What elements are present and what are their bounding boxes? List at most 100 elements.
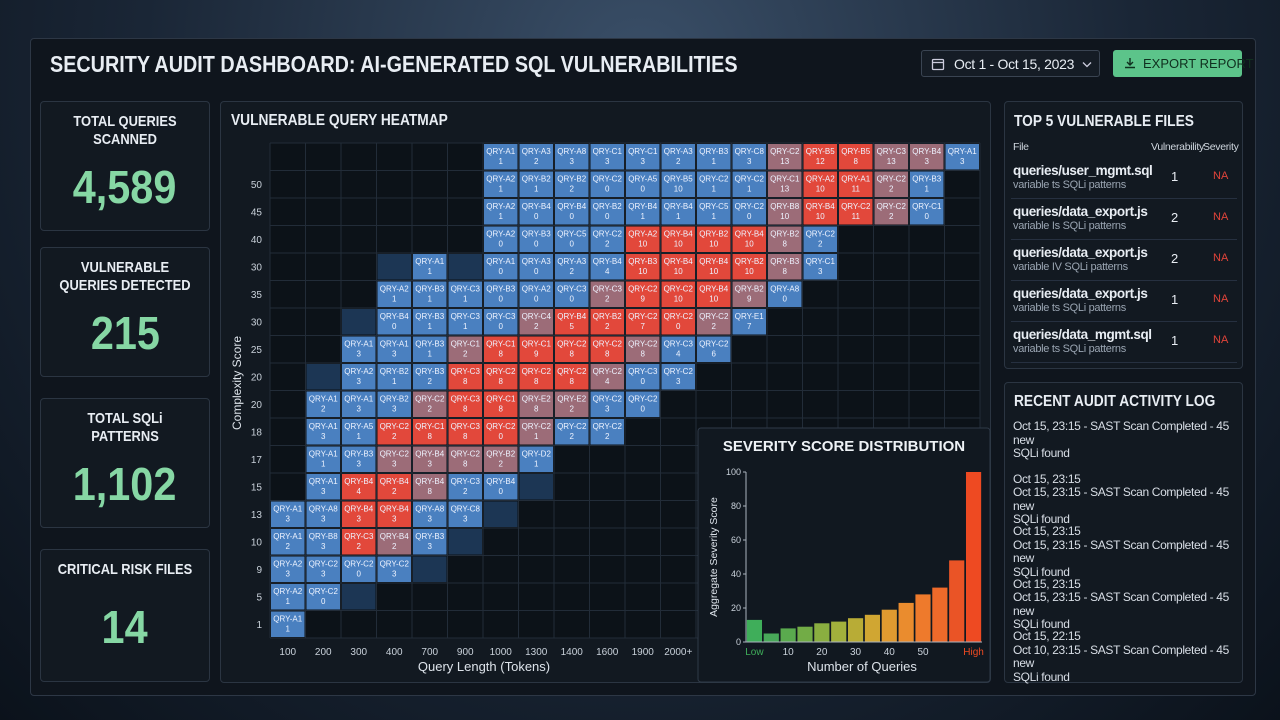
cell-label: QRY-C2	[877, 175, 907, 184]
heatmap-cell	[661, 144, 695, 170]
heatmap-cell	[555, 309, 589, 335]
cell-count: 10	[816, 212, 825, 221]
heatmap-cell	[342, 419, 376, 445]
cell-count: 10	[674, 240, 683, 249]
y-tick-label: 30	[251, 262, 263, 273]
cell-label: QRY-B2	[770, 230, 799, 239]
cell-label: QRY-B4	[806, 202, 835, 211]
cell-label: QRY-C3	[486, 312, 516, 321]
heatmap-cell	[803, 226, 837, 252]
heatmap-cell	[484, 446, 518, 472]
kpi-card: TOTAL QUERIES SCANNED 4,589	[40, 101, 210, 231]
cell-count: 3	[286, 515, 291, 524]
cell-label: QRY-C1	[628, 147, 658, 156]
heatmap-cell	[626, 171, 660, 197]
cell-label: QRY-C4	[522, 312, 552, 321]
cell-label: QRY-A1	[486, 147, 515, 156]
heatmap-cell	[519, 171, 553, 197]
heatmap-cell	[377, 336, 411, 362]
heatmap-cell	[306, 419, 340, 445]
heatmap-cell	[732, 281, 766, 307]
export-button[interactable]: EXPORT REPORT	[1113, 50, 1254, 77]
cell-count: 10	[709, 240, 718, 249]
cell-count: 9	[534, 350, 539, 359]
cell-label: QRY-B3	[344, 450, 373, 459]
file-row: queries/data_mgmt.sql variable ts SQLi pa…	[1011, 322, 1237, 363]
y-tick-label: 100	[726, 467, 741, 477]
cell-label: QRY-B2	[557, 175, 586, 184]
cell-label: QRY-B4	[380, 312, 409, 321]
cell-count: 7	[747, 322, 752, 331]
cell-label: QRY-C2	[593, 175, 623, 184]
heatmap-cell	[519, 144, 553, 170]
heatmap-cell	[661, 309, 695, 335]
x-tick-label: 1000	[490, 647, 513, 658]
heatmap-cell	[448, 446, 482, 472]
cell-count: 2	[605, 240, 610, 249]
cell-label: QRY-A1	[309, 422, 338, 431]
cell-count: 0	[783, 295, 788, 304]
heatmap-cell	[413, 556, 447, 582]
cell-label: QRY-A2	[273, 587, 302, 596]
cell-label: QRY-C1	[770, 175, 800, 184]
cell-count: 2	[605, 432, 610, 441]
cell-count: 8	[499, 350, 504, 359]
cell-label: QRY-C1	[415, 422, 445, 431]
cell-count: 3	[463, 515, 468, 524]
heatmap-cell	[803, 199, 837, 225]
heatmap-cell	[768, 226, 802, 252]
heatmap-cell	[484, 144, 518, 170]
log-entry: Oct 15, 22:15 Oct 10, 23:15 - SAST Scan …	[1013, 629, 1229, 684]
cell-count: 10	[816, 185, 825, 194]
heatmap-cell	[413, 474, 447, 500]
heatmap-cell	[697, 336, 731, 362]
cell-count: 0	[499, 267, 504, 276]
cell-label: QRY-A1	[309, 450, 338, 459]
bar	[881, 609, 897, 642]
cell-count: 7	[641, 322, 646, 331]
cell-label: QRY-B2	[735, 257, 764, 266]
x-tick-label: 40	[884, 647, 896, 658]
x-axis-label: Query Length (Tokens)	[418, 659, 550, 674]
y-axis-label: Aggregate Severity Score	[708, 497, 720, 617]
heatmap-cell	[271, 501, 305, 527]
cell-count: 1	[428, 322, 433, 331]
cell-label: QRY-C2	[593, 367, 623, 376]
log-entry: Oct 15, 23:15 Oct 15, 23:15 - SAST Scan …	[1013, 524, 1229, 579]
heatmap-cell	[519, 364, 553, 390]
heatmap-cell	[519, 199, 553, 225]
cell-label: QRY-C3	[451, 422, 481, 431]
heatmap-cell	[945, 144, 979, 170]
bar	[831, 621, 847, 642]
cell-label: QRY-C3	[593, 285, 623, 294]
cell-count: 2	[570, 267, 575, 276]
cell-count: 3	[357, 515, 362, 524]
cell-count: 0	[676, 322, 681, 331]
heatmap-cell	[519, 446, 553, 472]
kpi-value: 1,102	[73, 457, 177, 510]
cell-label: QRY-C2	[877, 202, 907, 211]
cell-count: 1	[392, 295, 397, 304]
cell-count: 3	[321, 515, 326, 524]
cell-count: 0	[570, 295, 575, 304]
cell-label: QRY-B4	[628, 202, 657, 211]
heatmap-cell	[342, 501, 376, 527]
cell-count: 8	[783, 240, 788, 249]
y-tick-label: 18	[251, 427, 263, 438]
heatmap-cell	[342, 474, 376, 500]
cell-count: 3	[357, 405, 362, 414]
heatmap-cell	[377, 529, 411, 555]
heatmap-cell	[271, 611, 305, 637]
date-range-text: Oct 1 - Oct 15, 2023	[954, 56, 1075, 72]
cell-label: QRY-B4	[699, 285, 728, 294]
cell-count: 5	[570, 322, 575, 331]
cell-label: QRY-B3	[415, 312, 444, 321]
cell-count: 10	[745, 267, 754, 276]
heatmap-cell	[377, 281, 411, 307]
cell-label: QRY-A1	[273, 505, 302, 514]
date-picker[interactable]: Oct 1 - Oct 15, 2023	[921, 50, 1100, 77]
bar	[864, 614, 881, 642]
heatmap-cell	[448, 501, 482, 527]
x-tick-label: High	[963, 647, 984, 658]
cell-count: 3	[676, 377, 681, 386]
